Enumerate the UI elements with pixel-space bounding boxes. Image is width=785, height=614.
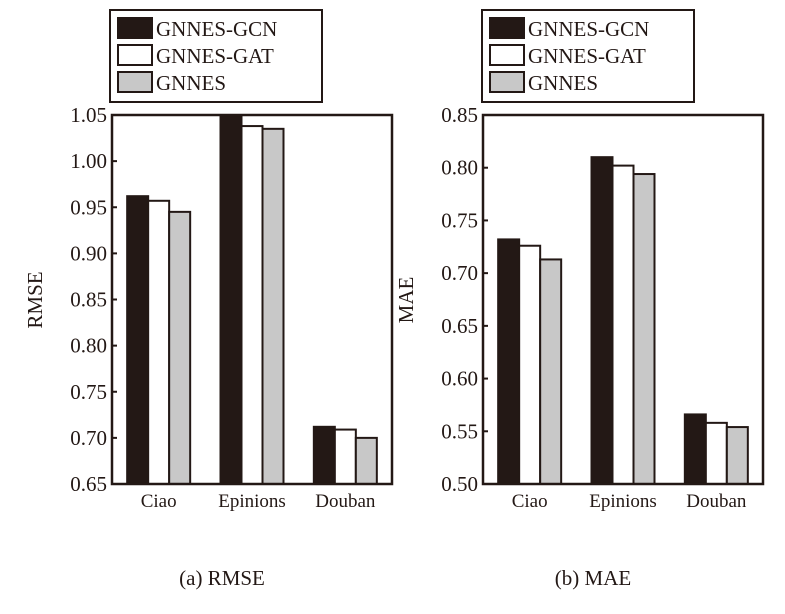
bar-douban-gnnes-gat <box>704 421 728 486</box>
bar-epinions-gnnes-gcn <box>219 114 243 485</box>
bar-douban-gnnes-gcn <box>312 425 336 485</box>
y-tick-label: 0.75 <box>441 208 478 232</box>
legend-label: GNNES-GAT <box>528 44 646 68</box>
bar-epinions-gnnes-gat <box>240 125 264 485</box>
y-tick-label: 0.60 <box>441 367 478 391</box>
y-tick-label: 0.75 <box>70 380 107 404</box>
x-tick-label: Epinions <box>589 491 657 512</box>
caption: (a) RMSE <box>179 566 265 590</box>
bar-epinions-gnnes <box>632 173 656 485</box>
y-tick-label: 0.90 <box>70 241 107 265</box>
bar-ciao-gnnes <box>168 210 192 486</box>
legend-swatch <box>117 17 153 39</box>
x-tick-label: Ciao <box>512 491 548 512</box>
bar-douban-gnnes-gat <box>333 428 357 486</box>
y-tick-label: 1.00 <box>70 149 107 173</box>
legend-label: GNNES-GAT <box>156 44 274 68</box>
legend-swatch <box>489 71 525 93</box>
legend-label: GNNES <box>528 71 598 95</box>
y-axis-label: MAE <box>394 277 418 324</box>
y-tick-label: 0.55 <box>441 419 478 443</box>
y-tick-label: 0.50 <box>441 472 478 496</box>
bar-ciao-gnnes-gat <box>518 244 542 485</box>
legend-label: GNNES-GCN <box>528 17 649 41</box>
legend-swatch <box>117 44 153 66</box>
y-tick-label: 1.05 <box>70 103 107 127</box>
y-tick-label: 0.80 <box>441 156 478 180</box>
bar-epinions-gnnes-gat <box>611 164 635 485</box>
bar-ciao-gnnes <box>539 258 563 485</box>
caption: (b) MAE <box>555 566 631 590</box>
bar-ciao-gnnes-gcn <box>126 195 150 485</box>
legend-swatch <box>489 44 525 66</box>
legend-swatch <box>489 17 525 39</box>
legend-label: GNNES <box>156 71 226 95</box>
y-tick-label: 0.65 <box>441 314 478 338</box>
bar-douban-gnnes-gcn <box>683 413 707 485</box>
chart-rmse: Ciao Epinions Douban 0.65 0.70 0.75 0.80 0.85 0.… <box>23 9 394 590</box>
y-tick-label: 0.80 <box>70 334 107 358</box>
x-tick-label: Epinions <box>218 491 286 512</box>
y-tick-label: 0.95 <box>70 195 107 219</box>
bar-ciao-gnnes-gat <box>147 199 171 485</box>
y-tick-label: 0.70 <box>441 261 478 285</box>
bar-douban-gnnes <box>725 426 749 485</box>
bar-epinions-gnnes-gcn <box>590 156 614 486</box>
legend-swatch <box>117 71 153 93</box>
plot-frame <box>481 113 765 486</box>
y-tick-label: 0.85 <box>70 288 107 312</box>
x-tick-label: Douban <box>315 491 376 512</box>
bar-ciao-gnnes-gcn <box>497 238 521 485</box>
y-tick-label: 0.85 <box>441 103 478 127</box>
x-tick-label: Ciao <box>141 491 177 512</box>
y-tick-label: 0.70 <box>70 426 107 450</box>
y-tick-label: 0.65 <box>70 472 107 496</box>
legend-label: GNNES-GCN <box>156 17 277 41</box>
x-tick-label: Douban <box>686 491 747 512</box>
chart-mae: Ciao Epinions Douban 0.50 0.55 0.60 0.65 0.70 0.… <box>394 9 765 590</box>
y-axis-label: RMSE <box>23 271 47 328</box>
bar-epinions-gnnes <box>261 127 285 485</box>
bar-douban-gnnes <box>354 436 378 485</box>
